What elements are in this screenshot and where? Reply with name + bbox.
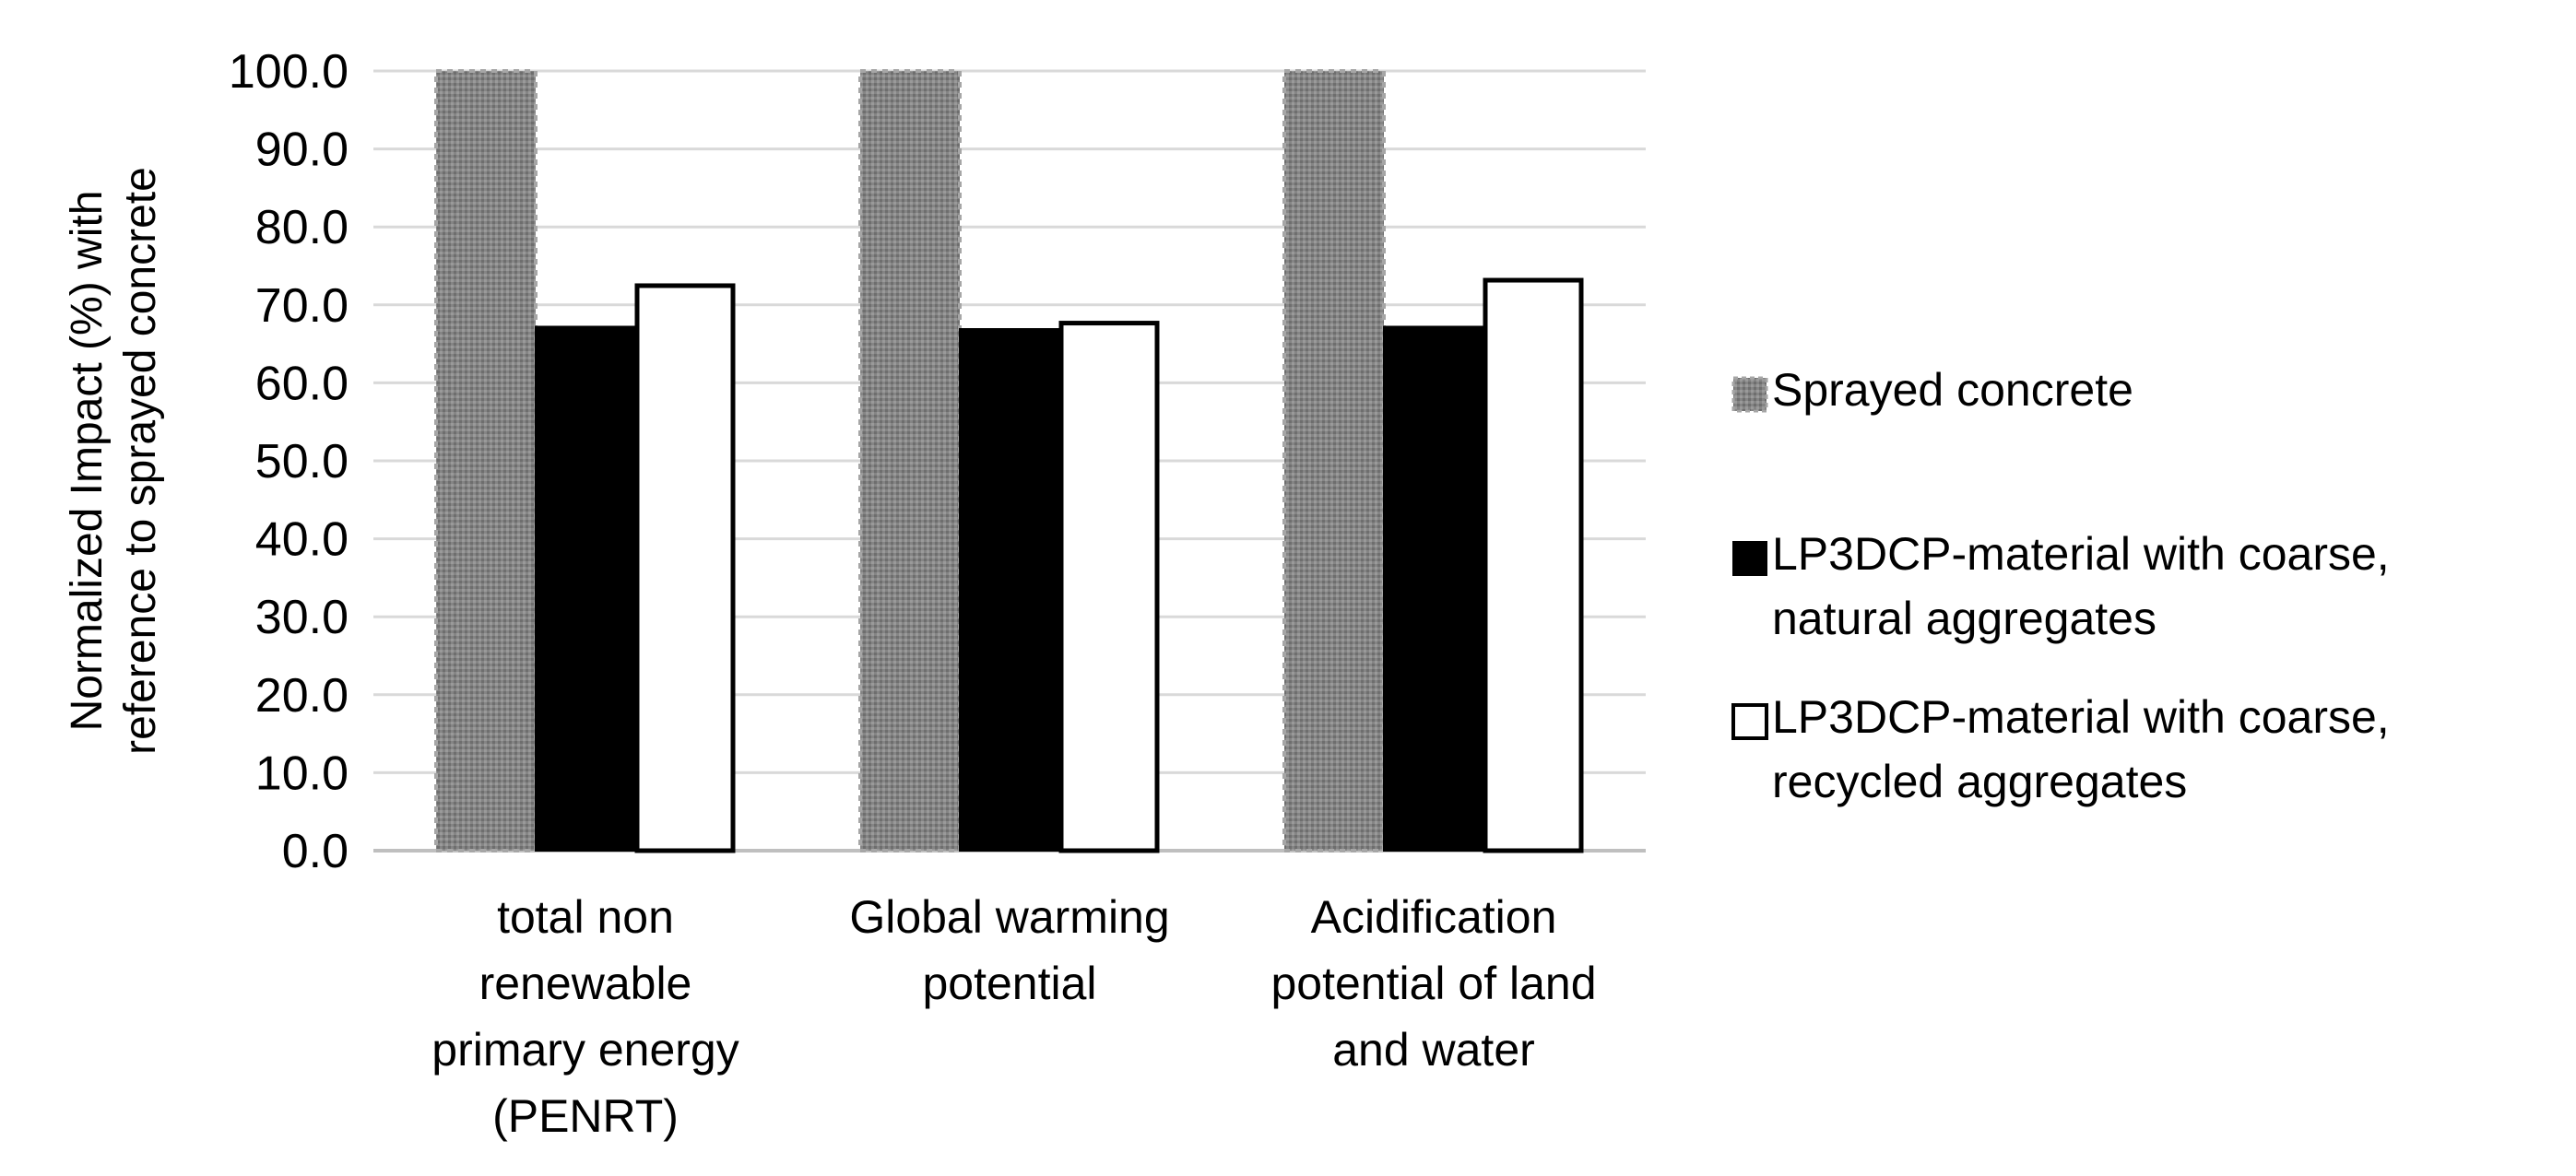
category-label-line: Acidification	[1311, 891, 1557, 943]
category-label-line: Global warming	[849, 891, 1169, 943]
y-axis-title: Normalized Impact (%) with reference to s…	[63, 167, 165, 755]
y-tick-label: 20.0	[255, 669, 349, 723]
y-axis-title-line: reference to sprayed concrete	[116, 167, 165, 755]
y-tick-label: 50.0	[255, 435, 349, 488]
legend-item-1: Sprayed concrete	[1731, 364, 2133, 416]
y-tick-label: 0.0	[282, 825, 349, 878]
legend-label-line: natural aggregates	[1772, 593, 2157, 644]
y-tick-label: 80.0	[255, 201, 349, 254]
category-label-line: total non	[497, 891, 674, 943]
y-tick-label: 40.0	[255, 513, 349, 567]
bar-2-2	[959, 328, 1060, 852]
bar-1-1	[434, 69, 538, 853]
y-tick-label: 10.0	[255, 747, 349, 800]
bar-1-2	[858, 69, 962, 853]
bar-3-3	[1483, 277, 1584, 853]
legend-item-3: LP3DCP-material with coarse, recycled agg…	[1731, 691, 2390, 807]
category-label-line: potential of land	[1270, 958, 1596, 1009]
bar-2-1	[535, 325, 636, 853]
category-label-line: and water	[1332, 1024, 1535, 1076]
category-label: total non renewable primary energy (PENRT)	[431, 891, 739, 1142]
y-tick-label: 30.0	[255, 591, 349, 644]
y-tick-labels: 0.0 10.0 20.0 30.0 40.0 50.0 60.0 70.0 80.0 90.0 1…	[229, 45, 349, 878]
category-label-line: renewable	[479, 958, 692, 1009]
y-tick-label: 90.0	[255, 123, 349, 177]
bar-3-1	[634, 283, 736, 853]
category-label-line: primary energy	[431, 1024, 739, 1076]
legend-swatch	[1731, 703, 1768, 740]
legend-swatch	[1731, 376, 1768, 413]
bar-3-2	[1058, 321, 1160, 853]
bar-1-3	[1282, 69, 1386, 853]
legend-label: LP3DCP-material with coarse, recycled agg…	[1772, 691, 2390, 807]
legend-label-line: recycled aggregates	[1772, 756, 2187, 807]
legend-item-2: LP3DCP-material with coarse, natural aggr…	[1732, 528, 2390, 644]
y-axis-title-line: Normalized Impact (%) with	[63, 191, 112, 732]
legend-label: LP3DCP-material with coarse, natural aggr…	[1772, 528, 2390, 644]
bars	[434, 69, 1584, 853]
bar-2-3	[1383, 325, 1484, 853]
category-label: Global warming potential	[849, 891, 1169, 1009]
y-tick-label: 100.0	[229, 45, 349, 99]
category-label-line: potential	[922, 958, 1096, 1009]
y-tick-label: 60.0	[255, 357, 349, 410]
category-label: Acidification potential of land and water	[1270, 891, 1596, 1076]
category-label-line: (PENRT)	[492, 1090, 679, 1142]
legend-swatch	[1732, 541, 1767, 576]
legend-label-line: LP3DCP-material with coarse,	[1772, 691, 2390, 743]
legend-label-line: Sprayed concrete	[1772, 364, 2133, 416]
y-tick-label: 70.0	[255, 279, 349, 333]
y-axis-title-text: Normalized Impact (%) with reference to s…	[63, 167, 165, 755]
legend-label: Sprayed concrete	[1772, 364, 2133, 416]
category-labels: total non renewable primary energy (PENRT) G…	[431, 891, 1596, 1142]
legend-label-line: LP3DCP-material with coarse,	[1772, 528, 2390, 580]
legend: Sprayed concrete LP3DCP-material with coa…	[1731, 364, 2390, 807]
